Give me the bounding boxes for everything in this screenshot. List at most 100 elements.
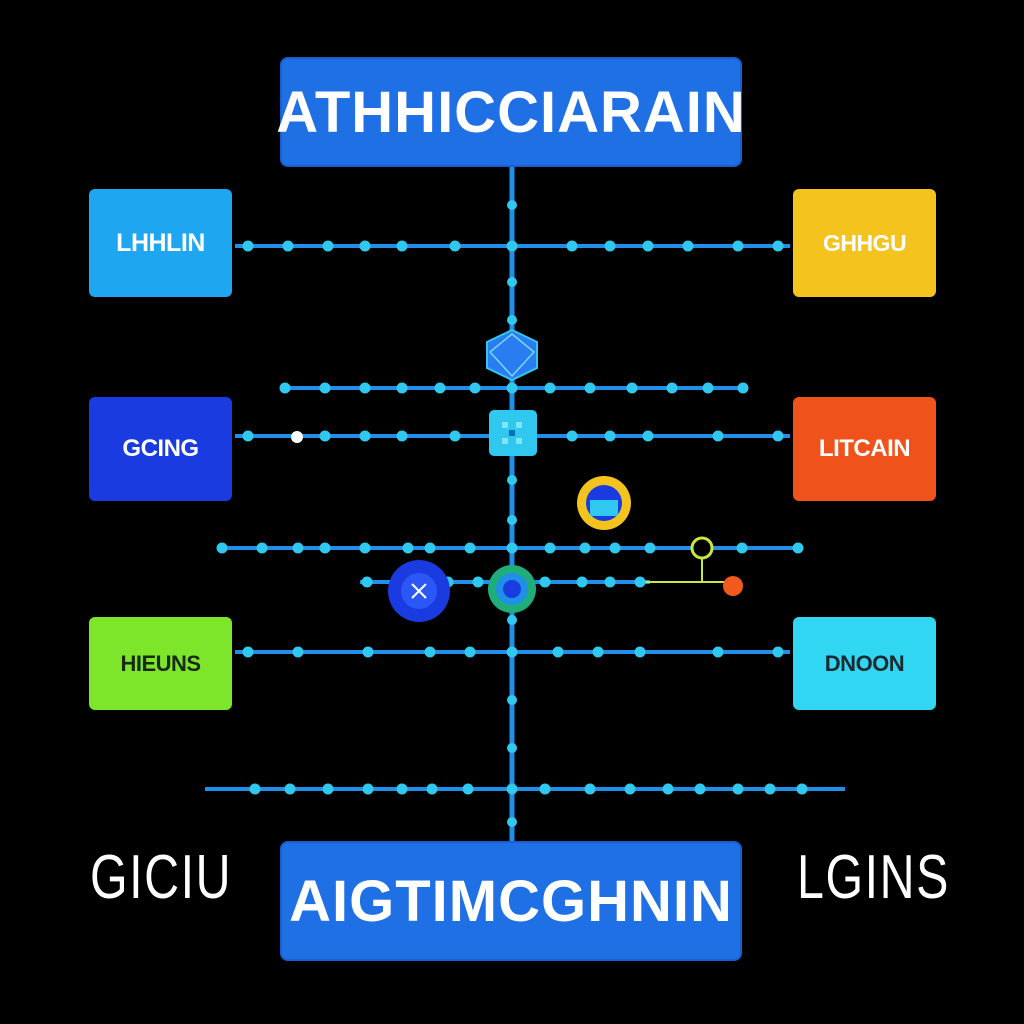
connector-dot-83 [732,783,744,795]
connector-dot-23 [666,382,678,394]
connector-dot-27 [319,430,331,442]
connector-dot-10 [682,240,694,252]
connector-dot-82 [694,783,706,795]
connector-dot-12 [772,240,784,252]
connector-dot-25 [737,382,749,394]
connector-dot-84 [764,783,776,795]
trunk-dot-89 [507,475,517,485]
connector-dot-33 [604,430,616,442]
connector-dot-19 [506,382,518,394]
connector-dot-52 [361,576,373,588]
connector-dot-18 [469,382,481,394]
connector-dot-13 [279,382,291,394]
connector-dot-62 [424,646,436,658]
connector-dot-34 [642,430,654,442]
branch-node-icon [690,536,743,596]
close-circle-icon [388,560,450,622]
connector-dot-61 [362,646,374,658]
connector-dot-85 [796,783,808,795]
connector-dot-37 [216,542,228,554]
connector-dot-70 [249,783,261,795]
connector-dot-68 [712,646,724,658]
right-node-1[interactable]: GHHGU [793,189,936,297]
right-node-2[interactable]: LITCAIN [793,397,936,501]
hexagon-icon [486,328,538,382]
connector-dot-40 [319,542,331,554]
connector-dot-4 [396,240,408,252]
connector-dot-47 [579,542,591,554]
right-node-2-label: LITCAIN [818,435,911,462]
connector-dot-45 [506,542,518,554]
header-title-box: ATHHICCIARAIN [276,59,745,165]
connector-dot-44 [464,542,476,554]
connector-dot-59 [242,646,254,658]
connector-dot-43 [424,542,436,554]
footer-title-box: AIGTIMCGHNIN [282,843,740,959]
left-node-3[interactable]: HIEUNS [89,617,232,710]
connector-dot-48 [609,542,621,554]
connector-dot-54 [472,576,484,588]
connector-dot-41 [359,542,371,554]
connector-dot-65 [552,646,564,658]
connector-dot-60 [292,646,304,658]
connector-dot-0 [242,240,254,252]
connector-dot-78 [539,783,551,795]
connector-dot-24 [702,382,714,394]
connector-dot-69 [772,646,784,658]
connector-dot-75 [426,783,438,795]
connector-dot-8 [604,240,616,252]
connector-dot-46 [544,542,556,554]
connector-dot-15 [359,382,371,394]
connector-dot-76 [462,783,474,795]
connector-dot-49 [644,542,656,554]
white-dot [291,431,303,443]
trunk-dot-91 [507,615,517,625]
connector-dot-67 [634,646,646,658]
connector-dot-63 [464,646,476,658]
connector-dot-5 [449,240,461,252]
trunk-dot-86 [507,200,517,210]
connector-dot-77 [506,783,518,795]
right-node-3[interactable]: DNOON [793,617,936,710]
connector-dot-20 [544,382,556,394]
target-circle-icon [488,565,536,613]
connector-dot-32 [566,430,578,442]
ring-icon [577,476,631,530]
connector-dot-55 [539,576,551,588]
connector-dot-64 [506,646,518,658]
header-title: ATHHICCIARAIN [276,79,746,145]
connector-dots [216,200,808,827]
connector-dot-35 [712,430,724,442]
trunk-dot-90 [507,515,517,525]
connector-dot-56 [576,576,588,588]
connector-dot-16 [396,382,408,394]
connector-dot-74 [396,783,408,795]
trunk-dot-94 [507,817,517,827]
connector-dot-66 [592,646,604,658]
grid-square-icon [489,410,537,456]
connector-dot-2 [322,240,334,252]
connector-dot-57 [604,576,616,588]
connector-dot-36 [772,430,784,442]
left-node-2-label: GCING [122,435,199,462]
connector-dot-38 [256,542,268,554]
connector-dot-21 [584,382,596,394]
left-node-1[interactable]: LHHLIN [89,189,232,297]
left-node-2[interactable]: GCING [89,397,232,501]
side-word-right: LGINS [797,843,950,912]
connector-dot-39 [292,542,304,554]
connector-dot-73 [362,783,374,795]
trunk-dot-92 [507,695,517,705]
connector-dot-28 [359,430,371,442]
connector-dot-51 [792,542,804,554]
connector-dot-71 [284,783,296,795]
side-word-left: GICIU [90,843,233,912]
connector-dot-29 [396,430,408,442]
connector-dot-6 [506,240,518,252]
connector-dot-11 [732,240,744,252]
connector-dot-26 [242,430,254,442]
right-node-3-label: DNOON [824,650,905,676]
connector-dot-30 [449,430,461,442]
connector-dot-50 [736,542,748,554]
